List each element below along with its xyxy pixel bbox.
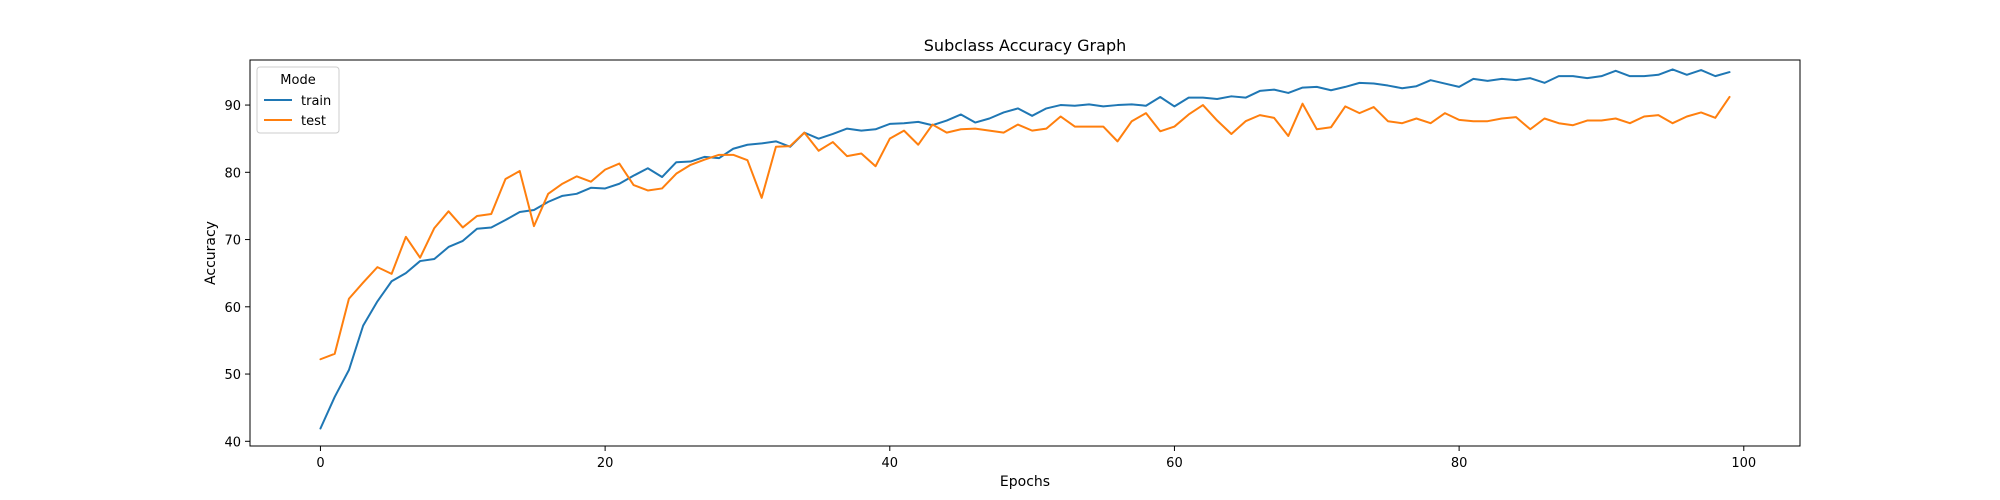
x-tick-label: 60 xyxy=(1166,456,1183,471)
x-tick-label: 100 xyxy=(1731,456,1756,471)
series-lines xyxy=(319,68,1731,430)
y-axis-ticks: 40 50 60 70 80 90 xyxy=(224,99,250,450)
y-axis-label: Accuracy xyxy=(203,221,219,285)
y-tick-label: 60 xyxy=(224,301,241,316)
x-tick-label: 80 xyxy=(1451,456,1468,471)
y-tick-label: 70 xyxy=(224,234,241,249)
legend-label-test: test xyxy=(301,114,326,129)
x-axis-label: Epochs xyxy=(1000,474,1050,490)
legend-title: Mode xyxy=(280,73,315,88)
y-tick-label: 80 xyxy=(224,166,241,181)
legend-label-train: train xyxy=(301,94,331,109)
series-line-test xyxy=(319,95,1731,361)
x-tick-label: 40 xyxy=(882,456,899,471)
x-axis-ticks: 0 20 40 60 80 100 xyxy=(316,446,1756,471)
x-tick-label: 20 xyxy=(597,456,614,471)
chart-title: Subclass Accuracy Graph xyxy=(924,36,1126,55)
legend-box xyxy=(256,66,340,134)
x-tick-label: 0 xyxy=(316,456,324,471)
series-line-train xyxy=(319,68,1731,430)
y-tick-label: 50 xyxy=(224,368,241,383)
plot-frame xyxy=(249,59,1801,447)
legend: Mode train test xyxy=(256,66,340,134)
y-tick-label: 90 xyxy=(224,99,241,114)
y-tick-label: 40 xyxy=(224,435,241,450)
